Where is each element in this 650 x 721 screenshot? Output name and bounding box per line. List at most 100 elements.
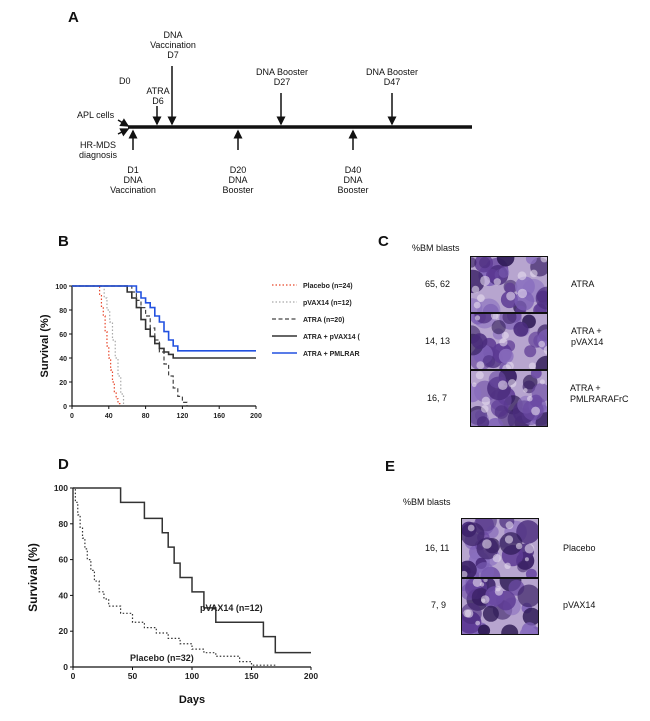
label-booster-d47: DNA Booster D47: [352, 67, 432, 87]
label-atra-d6: ATRA D6: [143, 86, 173, 106]
panel-c-label-atra: ATRA: [571, 279, 595, 289]
panel-c-label-1: ATRA: [571, 279, 594, 289]
label-d0: D0: [119, 76, 131, 86]
label-d47: D47: [383, 77, 401, 87]
panel-c-label-atra-plus: ATRA +: [570, 383, 601, 393]
chart-d-y-tick-label: 100: [54, 483, 68, 493]
chart-d-xlabel: Days: [179, 694, 205, 706]
chart-d-y-tick-label: 60: [59, 555, 69, 565]
chart-b-y-tick-label: 80: [59, 308, 67, 315]
panel-c-header: %BM blasts: [412, 243, 460, 253]
chart-d-series-label-1: Placebo (n=32): [130, 653, 194, 663]
chart-b-y-tick-label: 40: [59, 356, 67, 363]
chart-b-y-tick-label: 0: [63, 404, 67, 411]
chart-d-series-line-0: [73, 487, 311, 654]
label-dna-booster: DNA Booster: [365, 67, 419, 77]
chart-d: 0 20 40 60 80 100 0 50 100 150 200 Survival (%) Days…: [26, 483, 318, 706]
panel-e-letter: E: [385, 458, 396, 475]
chart-d-ylabel: Survival (%): [26, 543, 40, 612]
chart-b-series-line-0: [72, 285, 121, 406]
arrow-apl: [117, 118, 130, 127]
chart-b-x-tick-label: 120: [177, 413, 189, 420]
panel-c-label-3: ATRA + PMLRARAFrC: [570, 383, 629, 405]
label-d40: D40: [344, 165, 362, 175]
label-d27: D27: [273, 77, 291, 87]
panel-c-label-2: ATRA + pVAX14: [571, 326, 603, 348]
label-d40-booster: D40 DNA Booster: [328, 165, 378, 195]
label-booster-d27: DNA Booster D27: [242, 67, 322, 87]
label-dna: DNA: [123, 175, 143, 185]
chart-d-x-tick-label: 100: [185, 671, 199, 681]
chart-d-y-tick-label: 40: [59, 590, 69, 600]
panel-c-value-1: 65, 62: [425, 279, 451, 289]
chart-b-legend-label-4: ATRA + PMLRARAFrC (n=24): [303, 351, 360, 358]
label-d20-booster: D20 DNA Booster: [213, 165, 263, 195]
chart-b-x-tick-label: 200: [250, 413, 262, 420]
micrograph-pvax14: [461, 578, 539, 635]
label-dna: DNA: [163, 30, 183, 40]
panel-e-header: %BM blasts: [403, 497, 451, 507]
chart-b-x-tick-label: 160: [213, 413, 225, 420]
chart-b-legend-label-3: ATRA + pVAX14 (n=34): [303, 334, 360, 341]
chart-b-x-tick-label: 0: [70, 413, 74, 420]
panel-e-label-pvax14: pVAX14: [563, 600, 596, 610]
chart-b-legend-label-1: pVAX14 (n=12): [303, 300, 352, 307]
panel-b-letter: B: [58, 233, 69, 250]
label-vaccination: Vaccination: [110, 185, 156, 195]
chart-d-y-tick-label: 80: [59, 519, 69, 529]
chart-b-x-tick-label: 40: [105, 413, 113, 420]
panel-c-value-2: 14, 13: [425, 336, 451, 346]
label-booster: Booster: [337, 185, 369, 195]
chart-d-y-tick-label: 0: [63, 662, 68, 672]
label-d7: D7: [167, 50, 179, 60]
chart-b-series-line-3: [72, 285, 256, 359]
micrograph-atra-pvax14: [470, 313, 548, 370]
chart-b-ylabel: Survival (%): [39, 314, 51, 377]
label-apl-cells: APL cells: [77, 110, 115, 120]
label-vaccination: Vaccination: [150, 40, 196, 50]
panel-c-label-pml: PMLRARAFrC: [570, 394, 629, 404]
label-dna: DNA: [343, 175, 363, 185]
chart-b-legend-label-2: ATRA (n=20): [303, 317, 344, 324]
chart-d-series-label-0: pVAX14 (n=12): [200, 603, 263, 613]
label-d6: D6: [152, 96, 164, 106]
chart-b-series-line-1: [72, 285, 125, 406]
chart-d-x-tick-label: 0: [71, 671, 76, 681]
chart-d-y-tick-label: 20: [59, 626, 69, 636]
panel-d-letter: D: [58, 456, 69, 473]
chart-d-series-line-1: [73, 487, 276, 667]
micrograph-atra: [470, 256, 548, 313]
label-hr-mds-1: HR-MDS: [80, 140, 116, 150]
label-dna-vaccination-d7: DNA Vaccination D7: [138, 30, 208, 60]
chart-b-y-tick-label: 20: [59, 380, 67, 387]
arrow-hrmds: [117, 128, 130, 137]
label-diagnosis: diagnosis: [78, 150, 118, 160]
chart-b-series-line-2: [72, 285, 188, 406]
chart-b-x-tick-label: 80: [142, 413, 150, 420]
label-booster: Booster: [222, 185, 254, 195]
label-hr-mds: HR-MDS diagnosis: [72, 140, 124, 160]
chart-b: 0 20 40 60 80 100 0 40 80 120 160 200 Survival (%) Pl…: [39, 283, 360, 420]
panel-c-label-atra-plus: ATRA +: [571, 326, 602, 336]
panel-e-label-placebo: Placebo: [563, 543, 596, 553]
panel-a-letter: A: [68, 9, 79, 26]
chart-b-legend-label-0: Placebo (n=24): [303, 283, 353, 290]
panel-c-label-pvax14: pVAX14: [571, 337, 604, 347]
label-d1: D1: [127, 165, 139, 175]
chart-b-series-line-4: [72, 285, 256, 352]
panel-c-value-3: 16, 7: [427, 393, 448, 403]
panel-c-letter: C: [378, 233, 389, 250]
label-d1-vaccination: D1 DNA Vaccination: [98, 165, 168, 195]
chart-d-x-tick-label: 50: [128, 671, 138, 681]
label-dna-booster: DNA Booster: [255, 67, 309, 77]
chart-b-y-tick-label: 60: [59, 332, 67, 339]
timeline-diagram: [117, 66, 472, 150]
label-dna: DNA: [228, 175, 248, 185]
panel-e-value-1: 16, 11: [425, 543, 450, 553]
micrograph-placebo: [461, 518, 539, 578]
label-d20: D20: [229, 165, 247, 175]
chart-d-x-tick-label: 150: [244, 671, 258, 681]
chart-d-x-tick-label: 200: [304, 671, 318, 681]
chart-b-y-tick-label: 100: [55, 284, 67, 291]
label-atra: ATRA: [146, 86, 170, 96]
